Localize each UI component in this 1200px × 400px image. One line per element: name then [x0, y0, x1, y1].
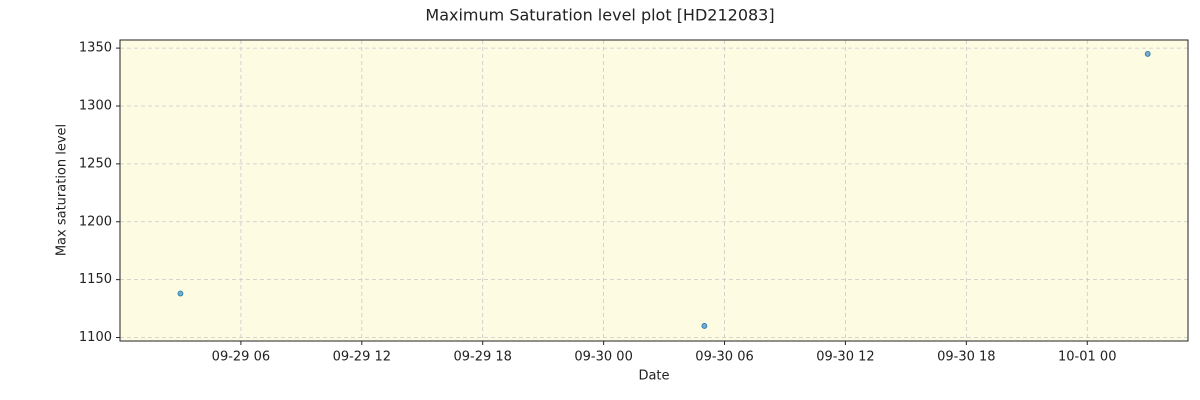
- plot-background: [120, 40, 1188, 341]
- y-tick-label: 1200: [79, 214, 112, 229]
- y-tick-label: 1350: [79, 41, 112, 56]
- chart-title: Maximum Saturation level plot [HD212083]: [425, 6, 774, 25]
- x-axis-label: Date: [638, 369, 669, 384]
- y-tick-label: 1250: [79, 156, 112, 171]
- x-tick-label: 09-30 12: [816, 350, 874, 365]
- x-tick-label: 09-29 06: [212, 350, 270, 365]
- y-tick-label: 1150: [79, 272, 112, 287]
- data-point: [177, 290, 184, 297]
- plot-frame: [119, 39, 1189, 342]
- x-tick-label: 10-01 00: [1058, 350, 1116, 365]
- y-tick-label: 1300: [79, 98, 112, 113]
- x-tick-label: 09-30 18: [937, 350, 995, 365]
- x-tick-label: 09-29 18: [453, 350, 511, 365]
- y-axis-label: Max saturation level: [55, 124, 70, 256]
- data-point: [1144, 50, 1151, 57]
- y-tick-label: 1100: [79, 330, 112, 345]
- x-tick-label: 09-29 12: [333, 350, 391, 365]
- data-point: [701, 323, 708, 329]
- x-tick-label: 09-30 06: [695, 350, 753, 365]
- x-tick-label: 09-30 00: [574, 350, 632, 365]
